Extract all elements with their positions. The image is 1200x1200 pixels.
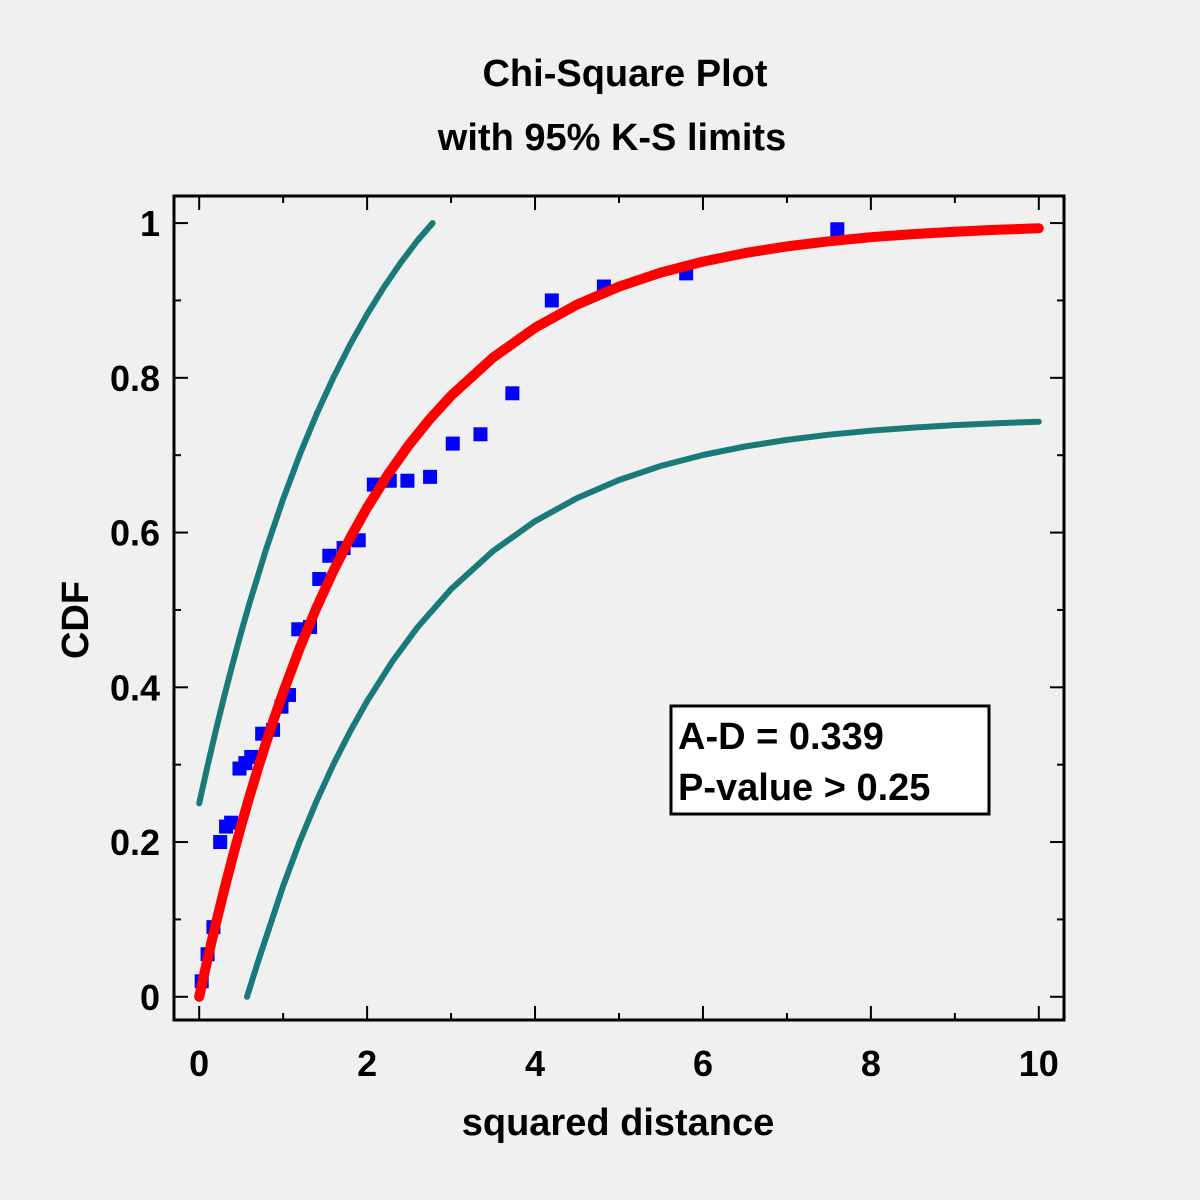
data-point — [400, 473, 415, 488]
data-point — [544, 293, 559, 308]
chart-subtitle: with 95% K-S limits — [437, 117, 786, 159]
x-tick-label: 0 — [189, 1043, 209, 1084]
x-tick-label: 2 — [357, 1043, 377, 1084]
ks-limit-curves — [196, 220, 1042, 1000]
data-point — [445, 436, 460, 451]
stats-box-frame — [669, 704, 991, 816]
y-tick-label: 0.2 — [110, 822, 160, 863]
y-tick-label: 0.6 — [110, 513, 160, 554]
lower-limit-line — [244, 418, 1042, 1000]
data-point — [473, 427, 488, 442]
upper-limit-line — [196, 220, 436, 807]
data-point — [830, 222, 845, 237]
data-point — [322, 548, 337, 563]
x-tick-label: 4 — [525, 1043, 545, 1084]
x-tick-label: 10 — [1019, 1043, 1059, 1084]
y-tick-label: 0 — [140, 977, 160, 1018]
tick-labels: 0 2 4 6 8 10 0 0.2 0.4 0.6 0.8 1 — [110, 203, 1059, 1084]
x-axis-label: squared distance — [462, 1102, 775, 1144]
y-tick-label: 0.4 — [110, 667, 160, 708]
y-tick-label: 1 — [140, 203, 160, 244]
x-tick-label: 6 — [693, 1043, 713, 1084]
ad-statistic: A-D = 0.339 — [678, 716, 884, 758]
data-point — [213, 835, 228, 850]
chart-title: Chi-Square Plot — [482, 53, 767, 95]
data-point — [505, 386, 520, 401]
stats-annotation-box: A-D = 0.339 P-value > 0.25 — [669, 704, 991, 816]
y-tick-label: 0.8 — [110, 358, 160, 399]
tick-marks — [174, 196, 1064, 1020]
data-point — [224, 815, 239, 830]
x-tick-label: 8 — [861, 1043, 881, 1084]
data-point — [423, 469, 438, 484]
p-value: P-value > 0.25 — [678, 767, 930, 809]
fitted-cdf-line — [194, 223, 1044, 1002]
y-axis-label: CDF — [55, 581, 97, 659]
data-point — [244, 749, 259, 764]
fitted-cdf-curve — [194, 223, 1044, 1002]
